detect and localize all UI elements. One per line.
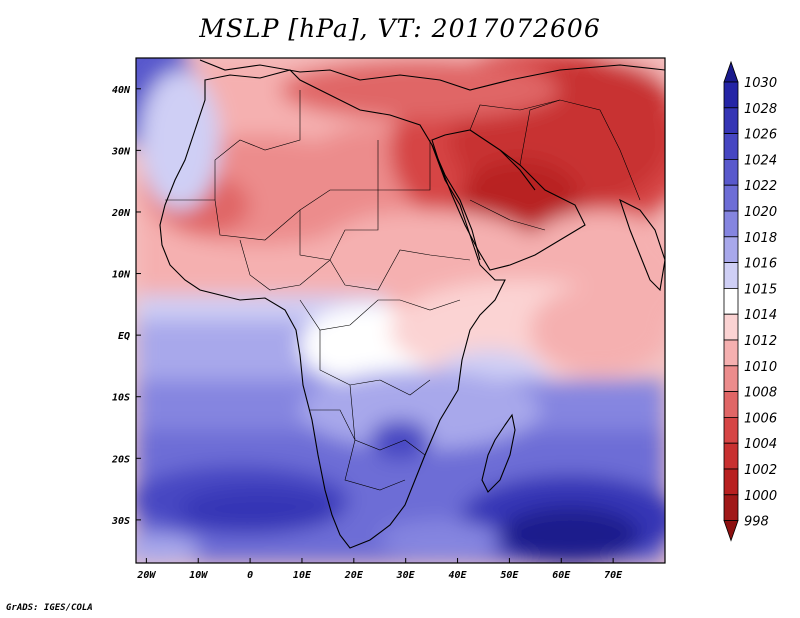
colorbar-label: 1018 bbox=[744, 231, 777, 246]
colorbar-swatch bbox=[723, 287, 739, 315]
lon-tick-label: 0 bbox=[247, 570, 253, 581]
persian-gulf bbox=[499, 149, 536, 191]
lon-tick-label: 10E bbox=[293, 570, 312, 581]
colorbar-swatch bbox=[723, 184, 739, 212]
lat-tick-label: 30N bbox=[111, 146, 131, 157]
colorbar-swatch bbox=[723, 365, 739, 392]
colorbar-swatch bbox=[723, 442, 739, 470]
pressure-field bbox=[136, 58, 665, 563]
colorbar-label: 1000 bbox=[744, 489, 777, 504]
lon-tick-label: 70E bbox=[604, 570, 623, 581]
colorbar-swatch bbox=[723, 107, 739, 135]
longitude-axis: 20W 10W 0 10E 20E 30E 40E 50E 60E 70E bbox=[136, 558, 623, 581]
lat-tick-label: 40N bbox=[112, 85, 131, 96]
latitude-axis: 40N 30N 20N 10N EQ 10S 20S 30S bbox=[111, 85, 141, 527]
colorbar-swatch bbox=[723, 494, 739, 521]
colorbar-label: 1004 bbox=[744, 437, 777, 452]
colorbar-swatch bbox=[723, 158, 739, 186]
lon-tick-label: 20W bbox=[136, 570, 156, 581]
colorbar-label: 1015 bbox=[744, 282, 777, 297]
colorbar-arrow-bottom bbox=[723, 520, 739, 542]
red-sea bbox=[431, 144, 481, 261]
colorbar-label: 1026 bbox=[744, 128, 777, 143]
colorbar-label: 1002 bbox=[744, 463, 777, 478]
colorbar-label: 1028 bbox=[744, 102, 777, 117]
colorbar-swatch bbox=[723, 262, 739, 289]
lon-tick-label: 40E bbox=[449, 570, 468, 581]
africa-coastline bbox=[159, 69, 506, 549]
colorbar-swatch bbox=[723, 210, 739, 238]
map-frame bbox=[135, 57, 666, 564]
colorbar-swatch bbox=[723, 339, 739, 367]
credit-text: GrADS: IGES/COLA bbox=[6, 603, 93, 613]
colorbar-swatch bbox=[723, 236, 739, 264]
colorbar-swatch bbox=[723, 391, 739, 418]
colorbar-swatch bbox=[723, 313, 739, 341]
colorbar-label: 1008 bbox=[744, 386, 777, 401]
colorbar: 1030 1028 1026 1024 1022 1020 1018 1016 1015 1014… bbox=[723, 60, 777, 542]
colorbar-swatch bbox=[723, 133, 739, 160]
colorbar-label: 1022 bbox=[744, 179, 777, 194]
colorbar-label: 1030 bbox=[744, 76, 777, 91]
colorbar-arrow-top bbox=[723, 60, 739, 83]
lat-tick-label: 10N bbox=[112, 270, 131, 281]
colorbar-label: 998 bbox=[744, 515, 769, 530]
lat-tick-label: 20N bbox=[111, 208, 131, 219]
coastlines bbox=[159, 59, 665, 549]
india-coastline bbox=[619, 198, 665, 292]
colorbar-label: 1014 bbox=[744, 308, 777, 323]
chart-title: MSLP [hPa], VT: 2017072606 bbox=[199, 14, 601, 43]
colorbar-label: 1024 bbox=[744, 153, 777, 168]
lon-tick-label: 50E bbox=[500, 570, 519, 581]
lon-tick-label: 20E bbox=[344, 570, 364, 581]
lon-tick-label: 10W bbox=[189, 570, 208, 581]
country-borders bbox=[165, 90, 641, 491]
colorbar-label: 1010 bbox=[744, 360, 777, 375]
lon-tick-label: 60E bbox=[552, 570, 571, 581]
colorbar-label: 1006 bbox=[744, 411, 777, 426]
lat-tick-label: 10S bbox=[112, 393, 130, 404]
colorbar-label: 1016 bbox=[744, 257, 777, 272]
europe-coastline bbox=[199, 59, 665, 91]
arabia-coastline bbox=[431, 129, 586, 271]
colorbar-swatch bbox=[723, 416, 739, 444]
madagascar-coastline bbox=[481, 413, 516, 493]
colorbar-swatch bbox=[723, 81, 739, 109]
colorbar-label: 1012 bbox=[744, 334, 777, 349]
colorbar-swatch bbox=[723, 468, 739, 496]
lon-tick-label: 30E bbox=[396, 570, 416, 581]
lat-tick-label: 20S bbox=[111, 454, 130, 465]
colorbar-label: 1020 bbox=[744, 205, 777, 220]
lat-tick-label: EQ bbox=[118, 331, 130, 342]
lat-tick-label: 30S bbox=[111, 516, 130, 527]
